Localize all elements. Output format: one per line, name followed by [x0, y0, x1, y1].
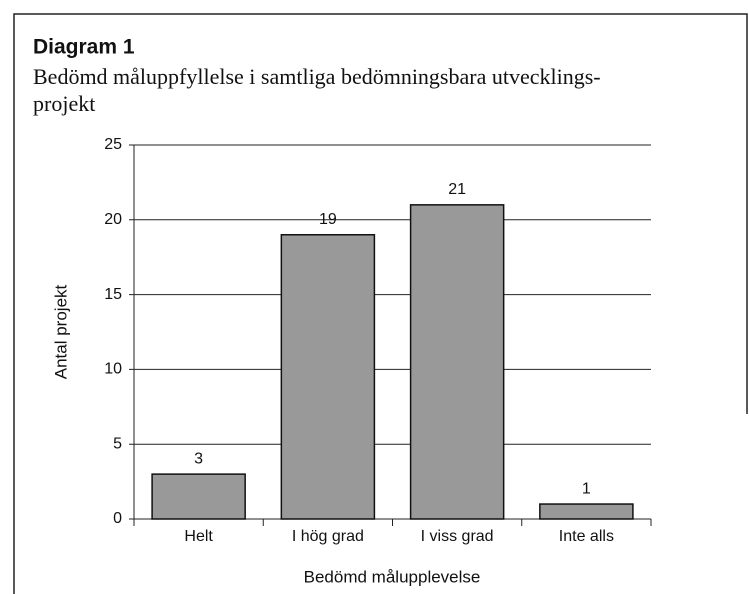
- x-tick-label: I viss grad: [421, 528, 494, 545]
- x-tick-label: Inte alls: [559, 528, 614, 545]
- value-label: 1: [582, 480, 591, 497]
- y-tick-label: 5: [113, 435, 122, 452]
- y-tick-label: 15: [104, 286, 122, 303]
- x-tick-label: Helt: [184, 528, 213, 545]
- y-tick-label: 10: [104, 361, 122, 378]
- y-axis-label: Antal projekt: [51, 284, 70, 379]
- value-label: 3: [194, 450, 203, 467]
- bar: [280, 234, 376, 520]
- frame: [13, 13, 748, 594]
- bar: [539, 503, 634, 520]
- bar: [409, 204, 505, 520]
- bar: [151, 473, 246, 520]
- value-label: 19: [319, 211, 337, 228]
- value-label: 21: [448, 181, 466, 198]
- x-tick-label: I hög grad: [292, 528, 364, 545]
- y-tick-label: 25: [104, 136, 122, 153]
- x-axis-label: Bedömd målupplevelse: [304, 567, 481, 586]
- y-tick-label: 0: [113, 510, 122, 527]
- y-tick-label: 20: [104, 211, 122, 228]
- chart-subtitle: projekt: [33, 91, 95, 116]
- chart-subtitle: Bedömd måluppfyllelse i samtliga bedömni…: [33, 64, 601, 89]
- chart-title: Diagram 1: [33, 36, 135, 59]
